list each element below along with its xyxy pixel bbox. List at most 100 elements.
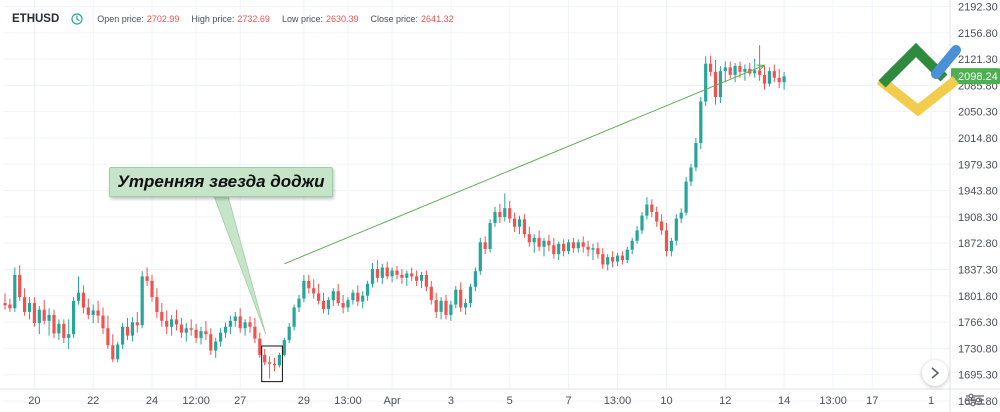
candle — [762, 65, 767, 90]
candle-body — [42, 309, 46, 321]
time-tick-label: 3 — [448, 395, 454, 407]
candle — [498, 203, 502, 224]
candle — [424, 270, 428, 292]
candle-body — [400, 274, 404, 278]
candle-body — [723, 67, 727, 72]
candle-body — [370, 268, 375, 284]
candle — [179, 317, 183, 338]
chevron-right-icon — [931, 367, 940, 379]
candle-body — [395, 270, 399, 275]
time-tick-label: 13:00 — [334, 395, 362, 407]
candle-body — [767, 71, 771, 84]
candle-body — [390, 270, 394, 277]
time-tick-label: 13:00 — [604, 395, 632, 407]
candle — [351, 289, 355, 305]
candle-body — [758, 70, 762, 75]
candle-body — [91, 310, 95, 315]
candle-body — [18, 274, 22, 298]
candle-body — [341, 303, 345, 308]
candle-body — [493, 211, 497, 224]
scroll-to-realtime-button[interactable] — [922, 360, 948, 386]
candle-body — [532, 237, 536, 243]
candle-body — [204, 331, 208, 335]
candle — [253, 317, 257, 344]
candle — [356, 285, 360, 307]
candle-body — [615, 255, 620, 262]
ohlc-header: ETHUSD Open price: 2702.99 High price: 2… — [12, 9, 466, 29]
candles — [3, 45, 786, 379]
candle-body — [326, 300, 330, 309]
candle-body — [596, 248, 600, 255]
low-value: 2630.39 — [325, 14, 359, 24]
candle — [101, 307, 105, 335]
candle-body — [611, 257, 615, 262]
candle — [615, 252, 620, 267]
candle-body — [170, 319, 174, 327]
price-tick-label: 1979.30 — [958, 159, 998, 171]
candle-body — [366, 283, 370, 296]
candle-body — [449, 304, 453, 315]
candle-body — [160, 311, 164, 321]
candle-body — [777, 77, 781, 83]
candle — [674, 214, 678, 246]
candle — [67, 319, 71, 349]
candle-body — [385, 267, 389, 277]
candle — [174, 309, 179, 331]
candle-body — [312, 288, 316, 294]
price-axis[interactable]: 2192.302156.802121.302085.802050.302014.… — [949, 0, 1000, 412]
candle — [689, 163, 693, 186]
time-axis[interactable]: 20 22 24 12:00 27 29 13:00 Apr 3 5 7 13:00 10 12 14 13:… — [0, 388, 1000, 407]
candle-body — [292, 307, 296, 327]
candle — [488, 219, 492, 253]
candle — [194, 323, 198, 344]
pattern-box-rect — [261, 345, 283, 383]
candle-body — [302, 280, 306, 299]
candle-body — [101, 315, 105, 329]
candle-body — [782, 76, 786, 83]
pattern-callout: Утренняя звезда доджи — [109, 167, 333, 197]
candle — [547, 234, 551, 252]
axis-settings-icon[interactable] — [965, 393, 985, 407]
high-value: 2732.69 — [237, 14, 270, 24]
time-tick-label: 20 — [28, 395, 40, 407]
candle-body — [32, 303, 36, 324]
candle — [493, 206, 497, 227]
candle — [513, 212, 517, 232]
brand-logo-icon — [876, 42, 961, 117]
candle-body — [606, 257, 610, 265]
candle — [233, 311, 237, 327]
price-tick-label: 2121.30 — [958, 54, 998, 66]
candle-body — [3, 303, 7, 306]
time-tick-label: 13:00 — [819, 395, 847, 407]
candle-body — [135, 322, 139, 326]
candle-body — [277, 354, 281, 366]
candle — [669, 237, 673, 257]
candle-body — [13, 274, 17, 309]
candle-body — [96, 310, 100, 316]
candle — [552, 237, 556, 259]
candle-body — [454, 289, 458, 305]
candle-body — [287, 326, 291, 341]
candle — [419, 271, 424, 289]
candle — [76, 276, 81, 305]
candle-body — [219, 332, 223, 342]
candle — [228, 315, 232, 335]
candle-body — [145, 276, 149, 281]
candle-body — [537, 237, 541, 247]
candle — [140, 271, 144, 329]
candle-body — [155, 297, 159, 312]
candle-body — [762, 74, 767, 84]
candle — [444, 294, 448, 320]
candle — [321, 292, 326, 314]
candle — [331, 288, 335, 307]
candle — [606, 254, 610, 271]
open-label: Open price: — [97, 14, 144, 24]
time-tick-label: Apr — [384, 395, 401, 407]
candle — [625, 246, 629, 264]
candle — [777, 68, 781, 89]
clock-icon[interactable] — [71, 13, 83, 25]
symbol-label[interactable]: ETHUSD — [12, 13, 60, 25]
candle — [199, 326, 203, 345]
candle — [3, 293, 7, 310]
